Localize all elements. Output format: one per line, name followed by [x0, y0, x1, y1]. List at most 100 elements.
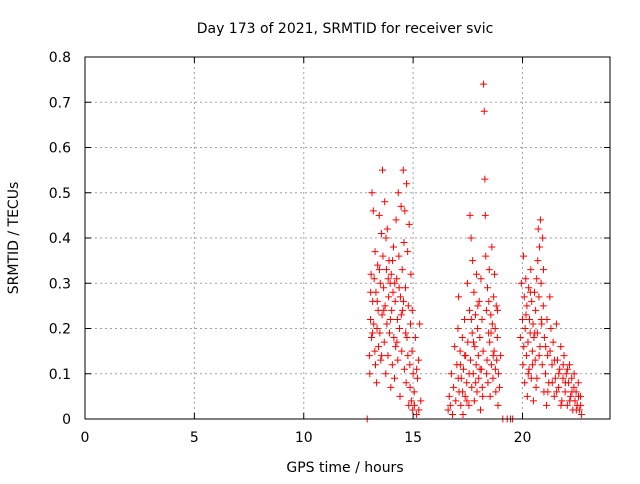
data-point — [379, 252, 387, 260]
data-point — [377, 229, 385, 237]
data-point — [475, 374, 483, 382]
data-point — [492, 302, 500, 310]
data-point — [559, 374, 567, 382]
data-point — [371, 347, 379, 355]
data-point — [567, 392, 575, 400]
data-point — [380, 284, 388, 292]
data-point — [471, 311, 479, 319]
data-point — [414, 374, 421, 382]
data-point — [480, 80, 488, 88]
data-point — [494, 370, 502, 378]
data-point — [522, 352, 530, 360]
data-point — [520, 252, 528, 260]
data-point — [521, 379, 529, 387]
data-point — [526, 315, 533, 323]
data-point — [406, 361, 414, 369]
data-point — [467, 234, 475, 242]
data-point — [407, 320, 414, 328]
data-point — [532, 306, 540, 314]
data-point — [483, 370, 491, 378]
data-point — [577, 401, 585, 409]
data-point — [537, 279, 545, 287]
data-point — [417, 397, 425, 405]
data-point — [383, 320, 391, 328]
data-point — [539, 234, 547, 242]
data-point — [558, 397, 566, 405]
data-point — [540, 334, 548, 342]
data-point — [380, 306, 388, 314]
data-point — [536, 216, 544, 224]
data-point — [461, 315, 469, 323]
data-point — [367, 270, 375, 278]
data-point — [404, 302, 412, 310]
data-point — [383, 225, 391, 233]
data-point — [546, 293, 554, 301]
data-point — [371, 248, 379, 256]
y-tick-label: 0 — [62, 412, 71, 428]
data-point — [397, 311, 405, 319]
data-point — [529, 397, 537, 405]
data-point — [485, 297, 493, 305]
data-point — [556, 365, 564, 373]
data-point — [389, 288, 397, 296]
data-point — [396, 293, 404, 301]
data-point — [380, 338, 388, 346]
y-tick-label: 0.5 — [49, 186, 71, 202]
data-point — [456, 361, 464, 369]
x-tick-label: 15 — [404, 430, 422, 446]
data-point — [370, 275, 378, 283]
data-point — [482, 252, 490, 260]
data-point — [451, 343, 459, 351]
data-point — [566, 361, 574, 369]
data-point — [543, 401, 551, 409]
x-tick-label: 20 — [514, 430, 532, 446]
data-point — [478, 383, 486, 391]
data-point — [449, 410, 456, 418]
data-point — [471, 343, 479, 351]
data-point — [521, 325, 529, 332]
data-point — [465, 401, 473, 409]
data-point — [491, 270, 498, 278]
data-point — [487, 361, 495, 369]
data-point — [533, 374, 541, 382]
y-tick-label: 0.4 — [49, 231, 71, 247]
data-point — [528, 347, 536, 355]
data-point — [404, 248, 412, 256]
data-point — [574, 379, 582, 387]
data-point — [519, 315, 526, 323]
data-point — [551, 374, 559, 382]
data-point — [408, 347, 416, 355]
data-point — [374, 261, 382, 269]
data-point — [391, 374, 399, 382]
data-point — [416, 320, 424, 328]
data-point — [472, 361, 480, 369]
data-point — [400, 297, 407, 305]
data-point — [536, 243, 544, 251]
data-point — [388, 306, 396, 314]
y-tick-label: 0.6 — [49, 141, 71, 157]
data-point — [468, 329, 476, 337]
data-point — [392, 216, 400, 224]
data-point — [491, 325, 499, 332]
x-tick-label: 5 — [190, 430, 199, 446]
data-point — [466, 211, 474, 219]
data-point — [535, 352, 543, 360]
data-point — [490, 293, 498, 301]
data-point — [487, 329, 495, 337]
data-point — [539, 302, 547, 310]
data-point — [544, 388, 552, 396]
data-point — [561, 388, 569, 396]
data-point — [403, 334, 411, 342]
data-point — [522, 311, 530, 319]
data-point — [474, 302, 482, 310]
data-point — [378, 311, 386, 319]
data-point — [560, 352, 568, 360]
data-point — [570, 383, 578, 391]
data-point — [522, 275, 530, 283]
data-point — [399, 306, 407, 314]
data-point — [548, 361, 556, 369]
data-point — [447, 370, 455, 378]
data-point — [396, 392, 404, 400]
data-point — [531, 329, 539, 337]
